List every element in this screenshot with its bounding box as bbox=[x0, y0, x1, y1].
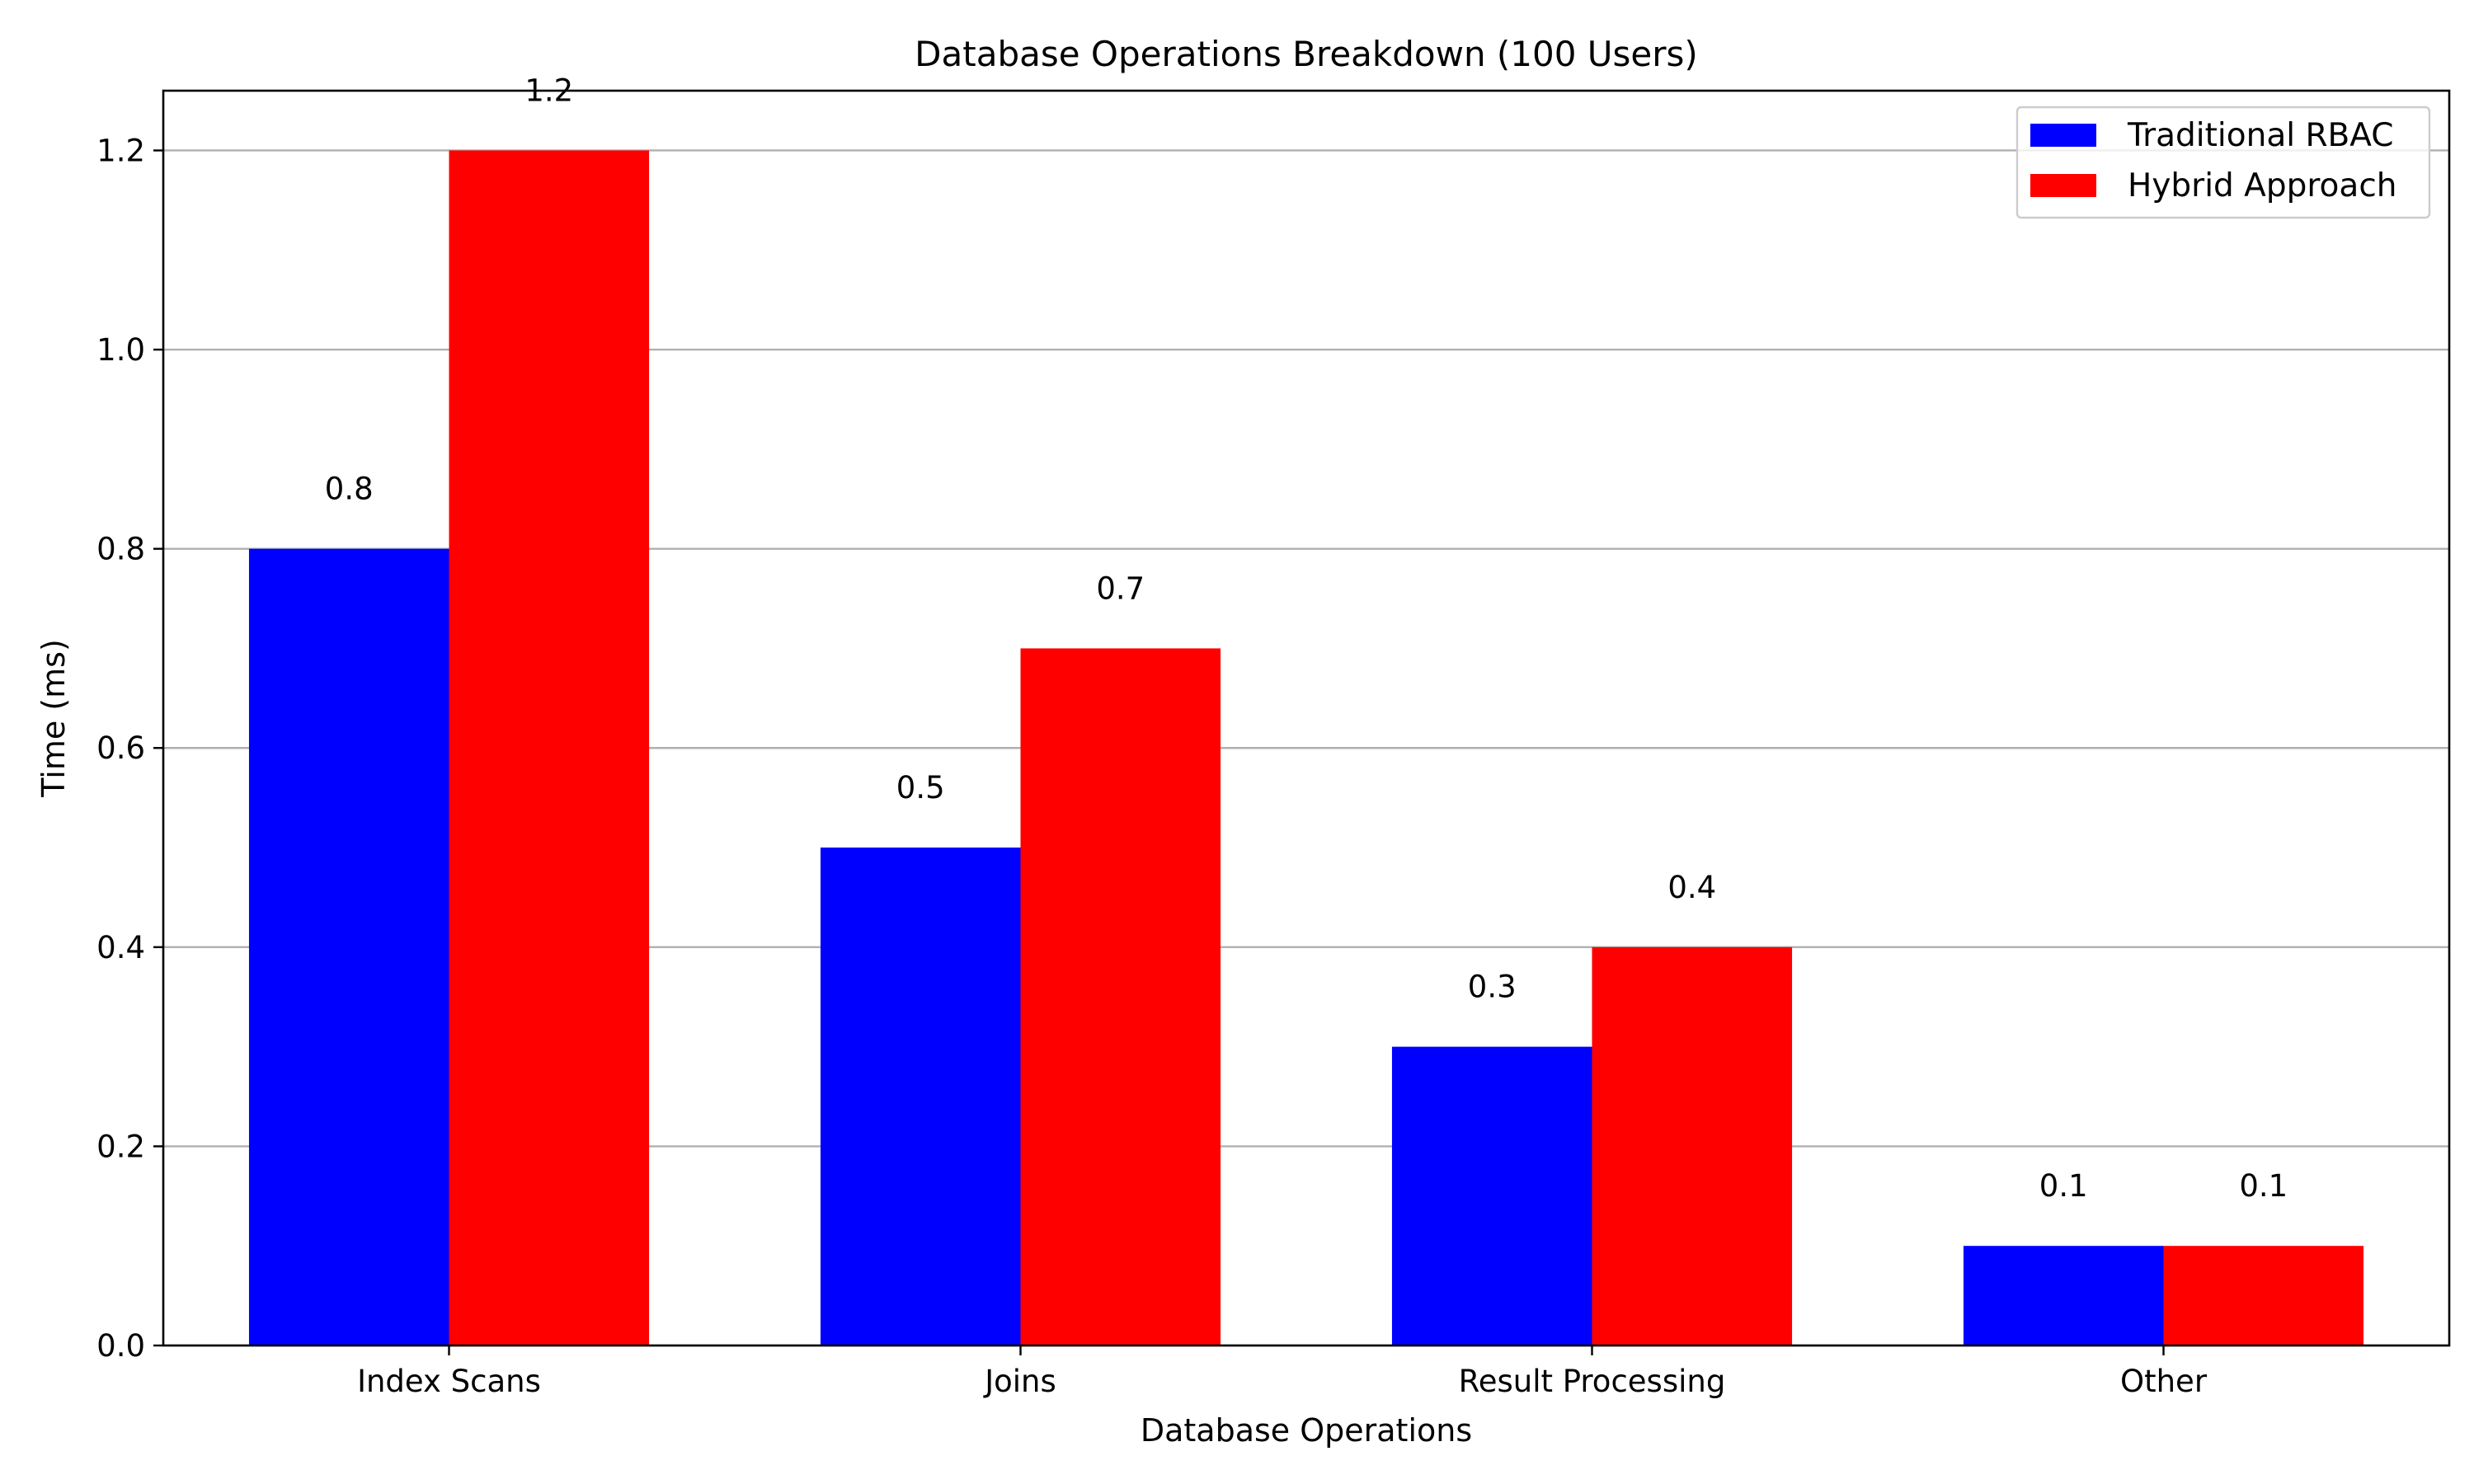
x-tick-label-index-scans: Index Scans bbox=[357, 1364, 541, 1399]
bar-traditional-rbac-index-scans bbox=[248, 548, 449, 1345]
bar-traditional-rbac-result-processing bbox=[1391, 1046, 1592, 1345]
bar-hybrid-approach-result-processing bbox=[1592, 946, 1793, 1345]
x-tick-label-result-processing: Result Processing bbox=[1459, 1364, 1726, 1399]
bar-hybrid-approach-index-scans bbox=[449, 150, 650, 1345]
bar-traditional-rbac-joins bbox=[820, 848, 1021, 1345]
data-label-traditional-rbac-other: 0.1 bbox=[2039, 1168, 2088, 1204]
chart-title: Database Operations Breakdown (100 Users… bbox=[915, 34, 1698, 74]
data-label-layer: 0.8 0.5 0.3 0.1 1.2 0.7 0.4 0.1 bbox=[325, 73, 2288, 1204]
y-tick-label: 1.0 bbox=[96, 332, 145, 368]
y-axis-label: Time (ms) bbox=[35, 639, 72, 798]
legend-swatch-hybrid-approach bbox=[2030, 174, 2096, 197]
legend-label-hybrid-approach: Hybrid Approach bbox=[2128, 167, 2396, 204]
data-label-traditional-rbac-result-processing: 0.3 bbox=[1468, 970, 1517, 1005]
bar-traditional-rbac-other bbox=[1963, 1246, 2164, 1345]
data-label-hybrid-approach-result-processing: 0.4 bbox=[1667, 870, 1716, 905]
bar-layer bbox=[248, 150, 2364, 1345]
bar-hybrid-approach-joins bbox=[1020, 648, 1221, 1345]
x-tick-label-other: Other bbox=[2120, 1364, 2208, 1399]
y-tick-label: 1.2 bbox=[96, 133, 145, 168]
legend: Traditional RBAC Hybrid Approach bbox=[2015, 106, 2431, 219]
legend-swatch-traditional-rbac bbox=[2030, 124, 2096, 147]
y-tick-label: 0.8 bbox=[96, 532, 145, 567]
plot-frame bbox=[162, 89, 2451, 1347]
y-tick-label: 0.4 bbox=[96, 930, 145, 965]
data-label-hybrid-approach-index-scans: 1.2 bbox=[524, 73, 573, 108]
bar-hybrid-approach-other bbox=[2163, 1246, 2364, 1345]
legend-label-traditional-rbac: Traditional RBAC bbox=[2127, 117, 2394, 154]
x-tick-label-joins: Joins bbox=[983, 1364, 1056, 1399]
data-label-hybrid-approach-joins: 0.7 bbox=[1096, 571, 1145, 606]
data-label-traditional-rbac-index-scans: 0.8 bbox=[325, 472, 374, 507]
legend-box bbox=[2015, 106, 2431, 219]
y-tick-label: 0.0 bbox=[96, 1328, 145, 1364]
data-label-hybrid-approach-other: 0.1 bbox=[2239, 1168, 2288, 1204]
y-tick-label: 0.2 bbox=[96, 1129, 145, 1164]
tick-layer: 0.0 0.2 0.4 0.6 0.8 1.0 1.2 Index Scans Joins Res… bbox=[96, 133, 2208, 1399]
x-axis-label: Database Operations bbox=[1141, 1412, 1472, 1449]
y-tick-label: 0.6 bbox=[96, 730, 145, 766]
data-label-traditional-rbac-joins: 0.5 bbox=[896, 770, 945, 805]
